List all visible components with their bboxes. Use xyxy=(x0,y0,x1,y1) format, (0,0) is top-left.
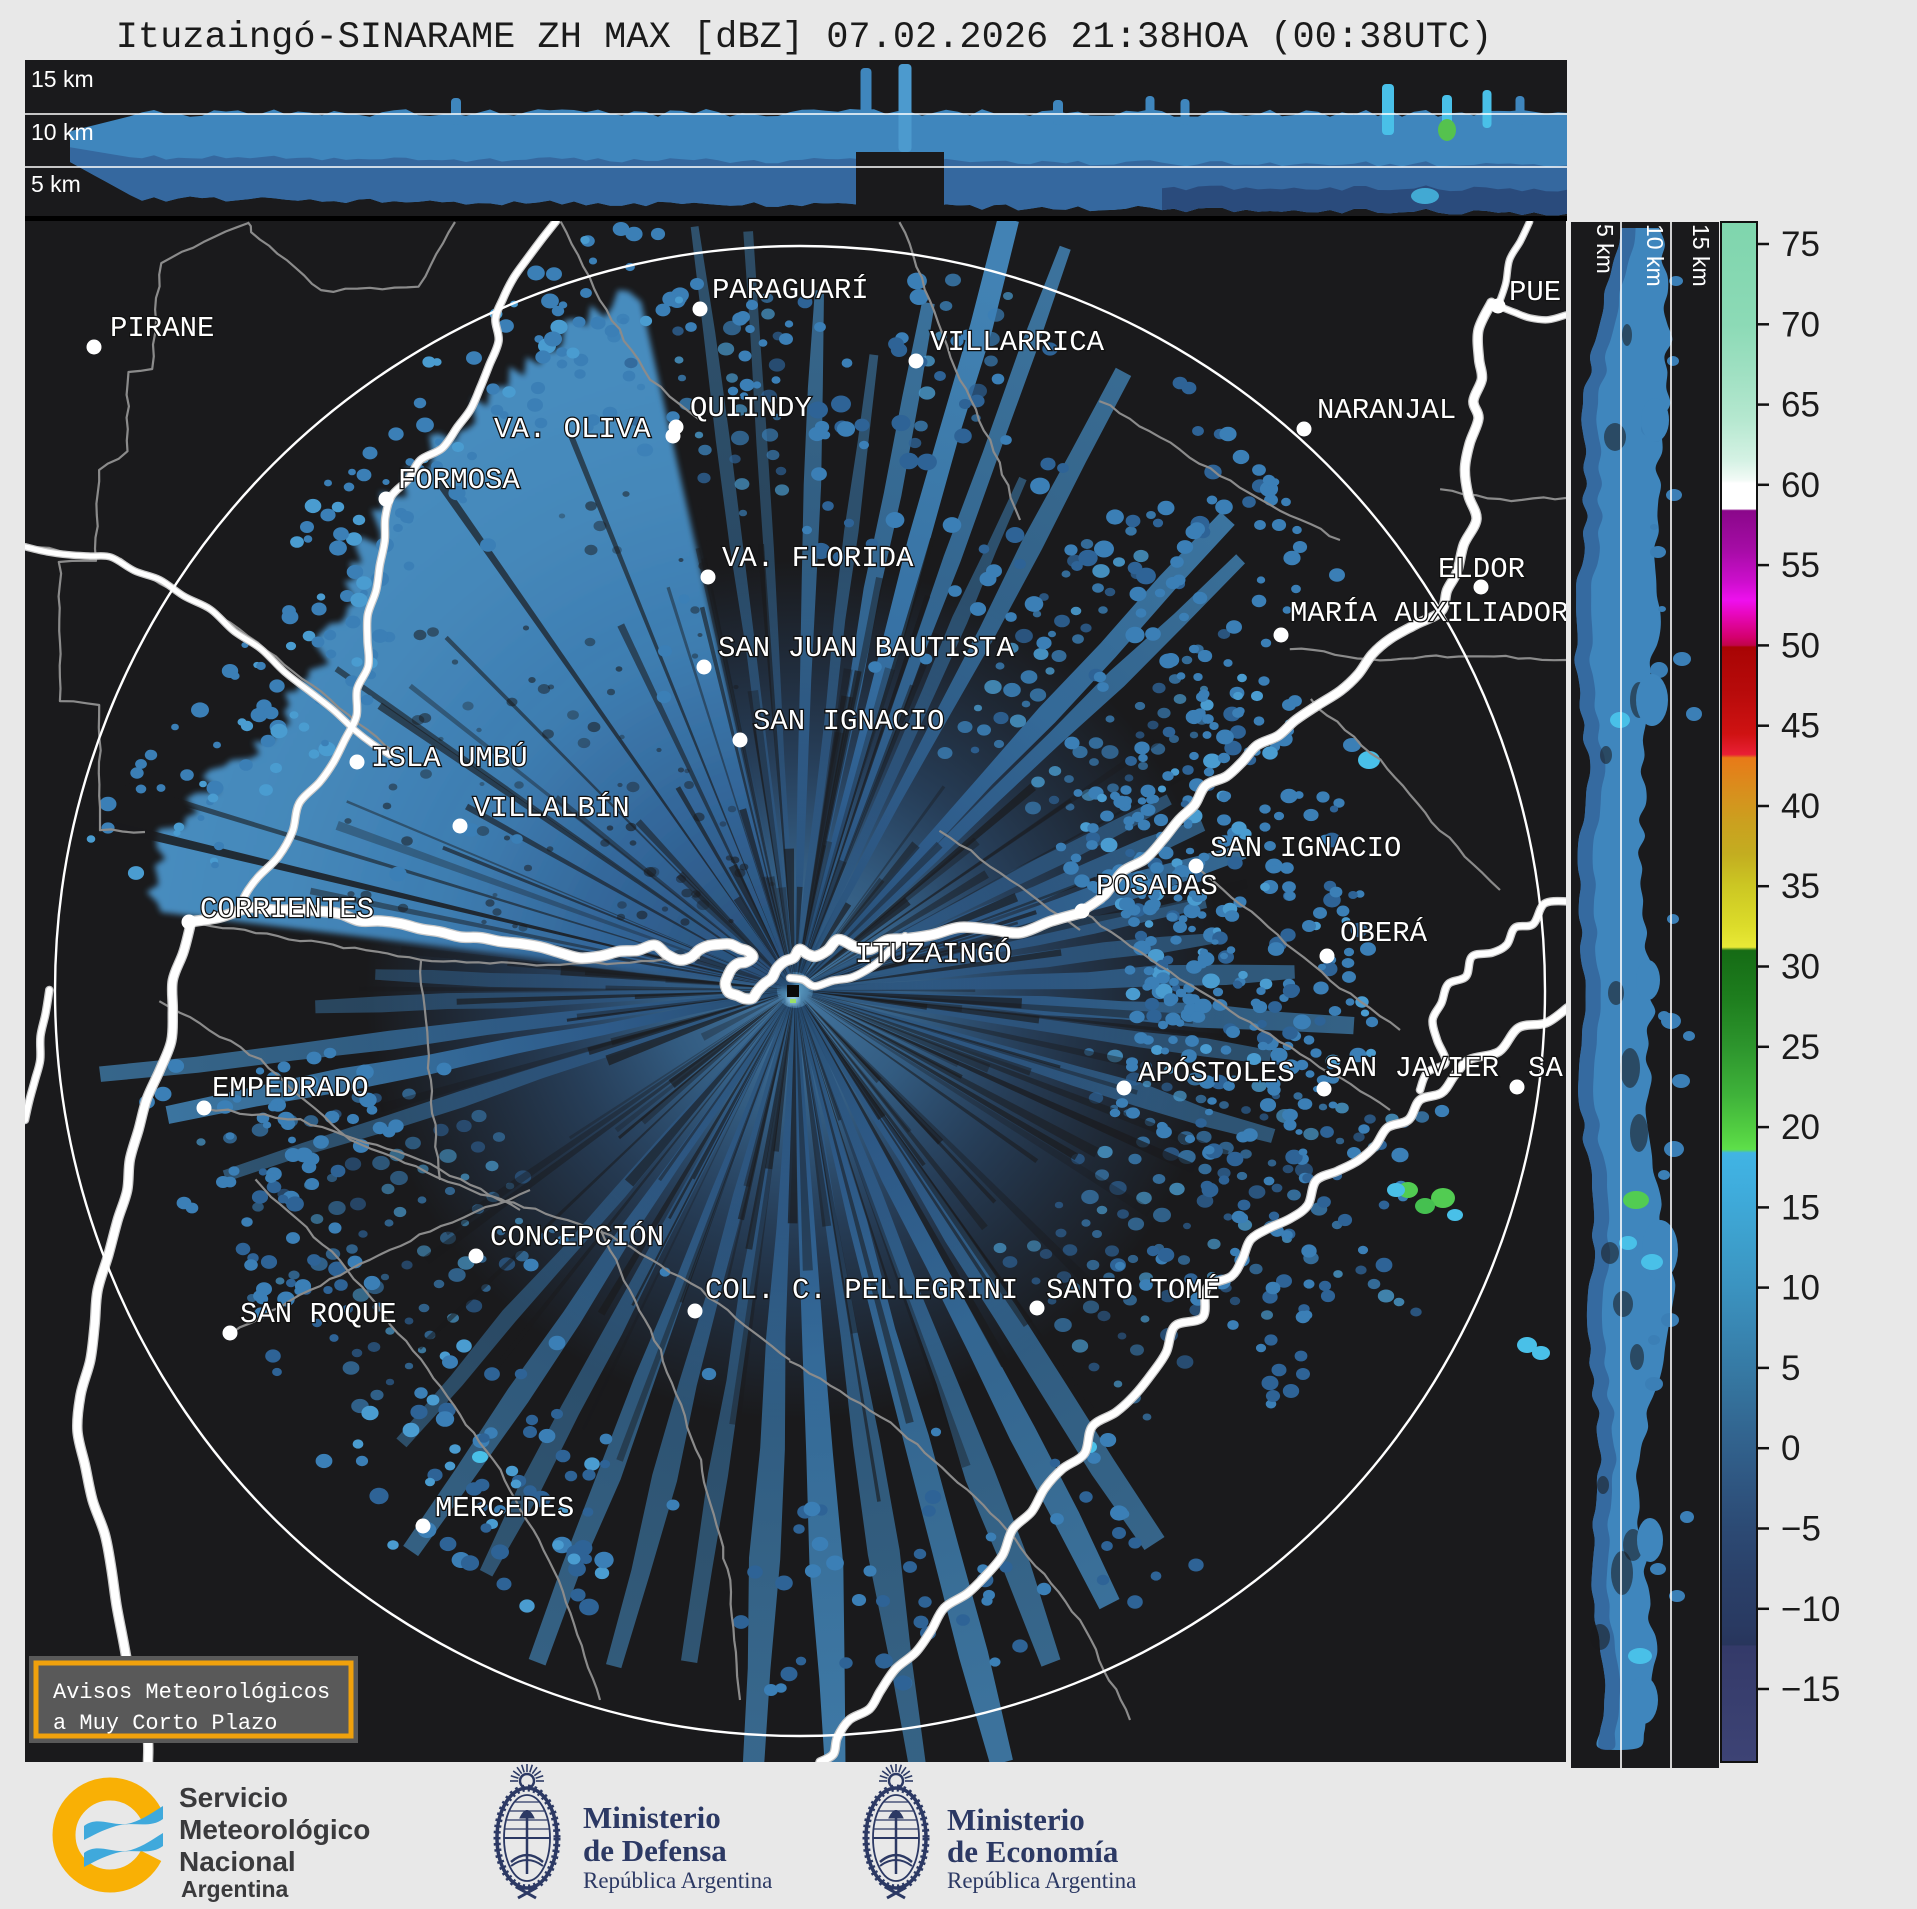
svg-text:ELDOR: ELDOR xyxy=(1438,553,1525,586)
svg-text:SAN JAVIER: SAN JAVIER xyxy=(1325,1052,1499,1085)
svg-text:MERCEDES: MERCEDES xyxy=(435,1492,574,1525)
svg-text:5: 5 xyxy=(1781,1349,1800,1388)
svg-text:MARÍA AUXILIADOR: MARÍA AUXILIADOR xyxy=(1290,596,1568,630)
svg-text:20: 20 xyxy=(1781,1108,1820,1147)
svg-text:Nacional: Nacional xyxy=(179,1846,296,1877)
svg-text:70: 70 xyxy=(1781,305,1820,344)
svg-text:QUIINDY: QUIINDY xyxy=(690,392,812,425)
svg-text:5 km: 5 km xyxy=(1592,224,1618,274)
svg-text:Ministerio: Ministerio xyxy=(947,1802,1085,1837)
svg-text:PIRANE: PIRANE xyxy=(110,312,214,345)
svg-text:15 km: 15 km xyxy=(31,66,94,92)
svg-text:10: 10 xyxy=(1781,1269,1820,1308)
svg-text:30: 30 xyxy=(1781,948,1820,987)
svg-text:55: 55 xyxy=(1781,546,1820,585)
svg-text:VILLALBÍN: VILLALBÍN xyxy=(473,791,630,825)
svg-text:SA: SA xyxy=(1528,1052,1563,1085)
svg-text:OBERÁ: OBERÁ xyxy=(1340,916,1428,950)
svg-text:República Argentina: República Argentina xyxy=(583,1868,772,1893)
svg-text:República Argentina: República Argentina xyxy=(947,1868,1136,1893)
svg-text:SAN IGNACIO: SAN IGNACIO xyxy=(753,705,944,738)
svg-text:75: 75 xyxy=(1781,225,1820,264)
svg-text:VA. FLORIDA: VA. FLORIDA xyxy=(722,542,914,575)
svg-text:0: 0 xyxy=(1781,1429,1800,1468)
svg-text:COL. C. PELLEGRINI: COL. C. PELLEGRINI xyxy=(705,1274,1018,1307)
svg-text:50: 50 xyxy=(1781,626,1820,665)
svg-text:CONCEPCIÓN: CONCEPCIÓN xyxy=(490,1220,664,1254)
svg-text:PUE: PUE xyxy=(1509,276,1561,309)
svg-text:35: 35 xyxy=(1781,867,1820,906)
svg-text:Servicio: Servicio xyxy=(179,1782,288,1813)
svg-text:25: 25 xyxy=(1781,1028,1820,1067)
svg-text:Argentina: Argentina xyxy=(181,1876,289,1902)
svg-text:−10: −10 xyxy=(1781,1590,1840,1629)
svg-text:ISLA UMBÚ: ISLA UMBÚ xyxy=(371,741,528,775)
svg-text:POSADAS: POSADAS xyxy=(1096,870,1218,903)
svg-text:FORMOSA: FORMOSA xyxy=(398,464,520,497)
svg-text:15: 15 xyxy=(1781,1188,1820,1227)
svg-text:Meteorológico: Meteorológico xyxy=(179,1814,370,1845)
svg-text:−5: −5 xyxy=(1781,1510,1821,1549)
svg-text:VA. OLIVA: VA. OLIVA xyxy=(494,413,651,446)
svg-text:a Muy Corto Plazo: a Muy Corto Plazo xyxy=(53,1711,277,1736)
svg-text:de Defensa: de Defensa xyxy=(583,1833,727,1868)
svg-text:SANTO TOMÉ: SANTO TOMÉ xyxy=(1046,1273,1220,1307)
svg-text:SAN JUAN BAUTISTA: SAN JUAN BAUTISTA xyxy=(718,632,1014,665)
svg-text:APÓSTOLES: APÓSTOLES xyxy=(1138,1056,1295,1090)
svg-text:VILLARRICA: VILLARRICA xyxy=(930,326,1105,359)
svg-text:45: 45 xyxy=(1781,707,1820,746)
svg-text:60: 60 xyxy=(1781,466,1820,505)
svg-text:10 km: 10 km xyxy=(31,119,94,145)
svg-text:CORRIENTES: CORRIENTES xyxy=(200,893,374,926)
svg-text:NARANJAL: NARANJAL xyxy=(1317,394,1456,427)
svg-text:40: 40 xyxy=(1781,787,1820,826)
svg-text:EMPEDRADO: EMPEDRADO xyxy=(212,1072,369,1105)
svg-text:ITUZAINGÓ: ITUZAINGÓ xyxy=(855,937,1012,971)
svg-text:−15: −15 xyxy=(1781,1670,1840,1709)
svg-text:15 km: 15 km xyxy=(1688,224,1714,287)
svg-text:SAN IGNACIO: SAN IGNACIO xyxy=(1210,832,1401,865)
svg-text:Avisos Meteorológicos: Avisos Meteorológicos xyxy=(53,1680,330,1705)
svg-text:10 km: 10 km xyxy=(1642,224,1668,287)
svg-text:65: 65 xyxy=(1781,386,1820,425)
svg-text:SAN ROQUE: SAN ROQUE xyxy=(240,1298,397,1331)
svg-text:Ituzaingó-SINARAME ZH MAX [dBZ: Ituzaingó-SINARAME ZH MAX [dBZ] 07.02.20… xyxy=(116,17,1493,59)
svg-text:PARAGUARÍ: PARAGUARÍ xyxy=(712,273,869,307)
svg-text:Ministerio: Ministerio xyxy=(583,1800,721,1835)
svg-text:de Economía: de Economía xyxy=(947,1834,1119,1869)
svg-text:5 km: 5 km xyxy=(31,171,81,197)
